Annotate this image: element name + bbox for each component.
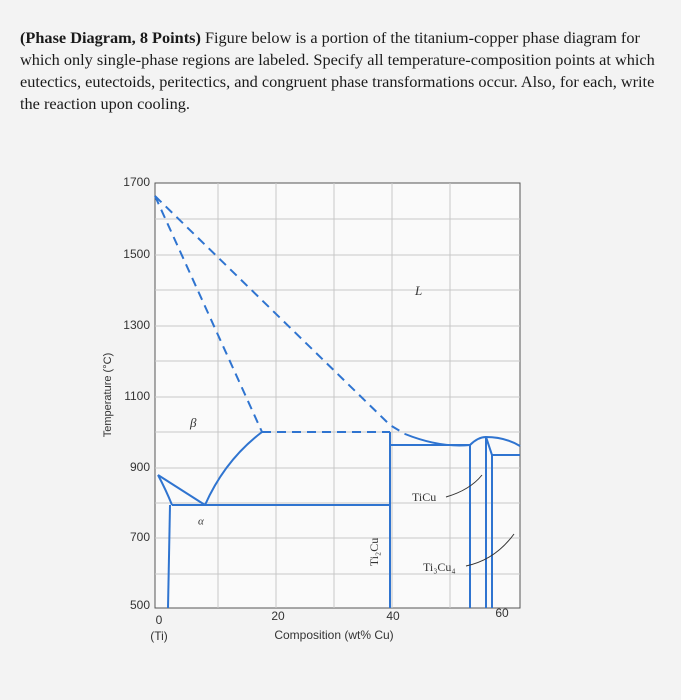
arrows [445, 474, 515, 567]
region-label: TiCu [412, 490, 436, 504]
region-label: Ti₂Cu [367, 538, 381, 566]
y-tick-label: 900 [130, 460, 150, 474]
x-tick-label: 60 [495, 606, 509, 620]
region-label: β [189, 415, 197, 430]
region-label: L [414, 283, 422, 298]
y-tick-label: 700 [130, 530, 150, 544]
plot-area [154, 182, 521, 609]
x-axis-label: Composition (wt% Cu) [274, 628, 393, 642]
y-tick-label: 1500 [123, 247, 150, 261]
question-lead: (Phase Diagram, 8 Points) [20, 28, 201, 47]
x-tick-label: 0 [156, 613, 163, 627]
y-tick-label: 500 [130, 598, 150, 612]
y-axis-label: Temperature (°C) [102, 353, 114, 437]
y-tick-label: 1700 [123, 175, 150, 189]
grid [155, 183, 520, 608]
y-tick-label: 1100 [124, 389, 150, 403]
x-origin-note: (Ti) [150, 629, 168, 643]
phase-boundaries [154, 195, 521, 609]
y-tick-label: 1300 [123, 318, 150, 332]
x-tick-label: 20 [271, 609, 285, 623]
region-label: α [198, 516, 204, 528]
question-text: Figure below is a portion of the titaniu… [20, 28, 655, 113]
question: (Phase Diagram, 8 Points) Figure below i… [20, 27, 665, 115]
region-label: Ti₃Cu₄ [423, 560, 456, 574]
x-tick-label: 40 [386, 609, 400, 623]
